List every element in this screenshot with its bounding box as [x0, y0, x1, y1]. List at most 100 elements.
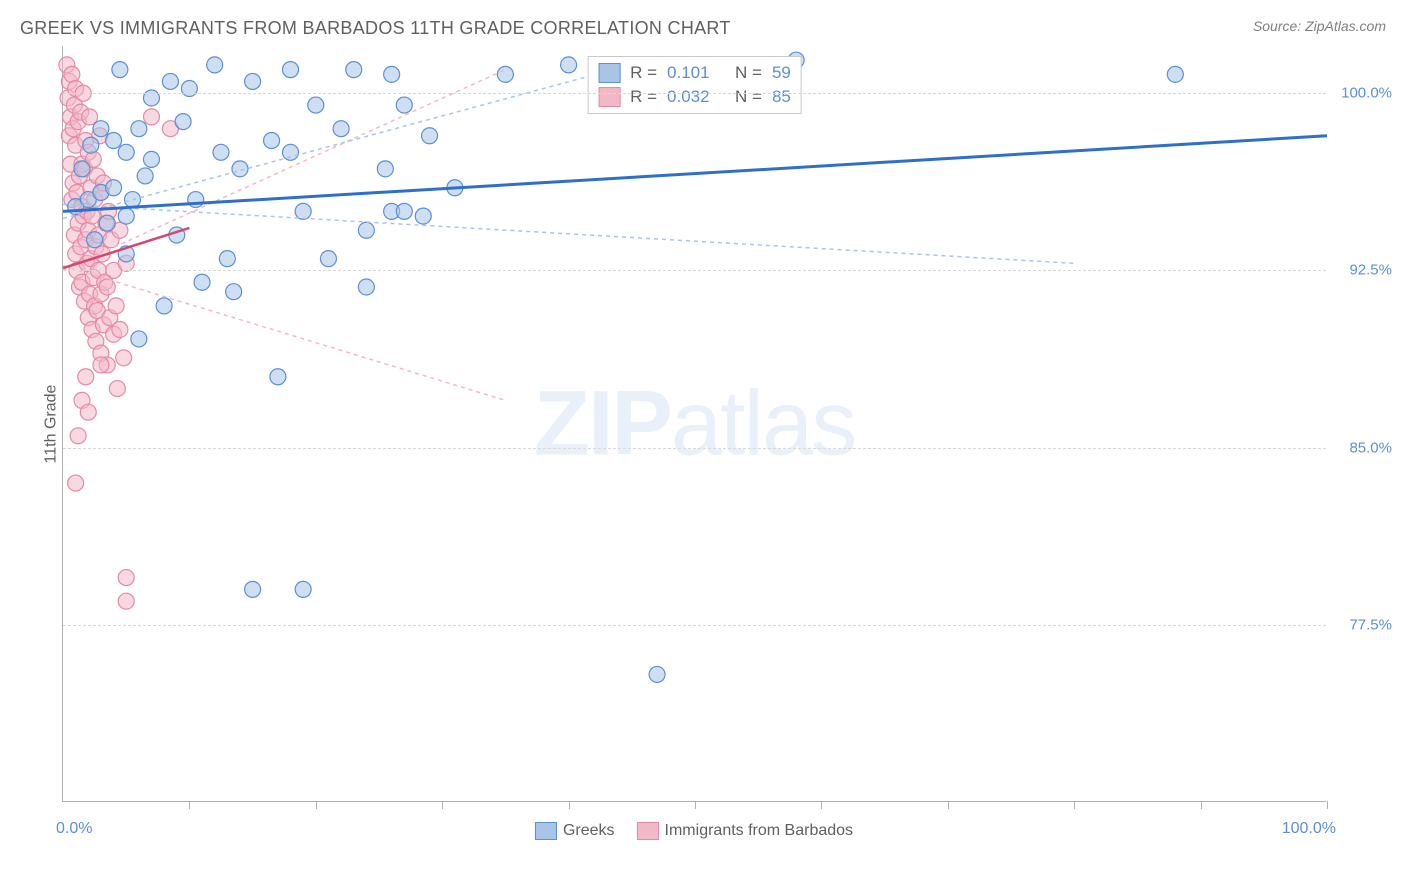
data-point: [68, 475, 84, 491]
data-point: [497, 66, 513, 82]
data-point: [131, 331, 147, 347]
data-point: [384, 66, 400, 82]
data-point: [219, 251, 235, 267]
data-point: [422, 128, 438, 144]
stats-row: R = 0.101 N = 59: [598, 61, 791, 85]
ci-line: [63, 204, 1074, 263]
r-value: 0.032: [667, 87, 719, 107]
ci-line: [63, 70, 505, 271]
plot-area: ZIPatlas R =0.101N =59R =0.032N =85 77.5…: [62, 46, 1326, 802]
data-point: [175, 114, 191, 130]
data-point: [143, 151, 159, 167]
legend-swatch-icon: [598, 87, 620, 107]
data-point: [245, 581, 261, 597]
data-point: [93, 357, 109, 373]
x-tick: [1074, 801, 1075, 809]
x-tick: [442, 801, 443, 809]
data-point: [118, 208, 134, 224]
legend-swatch-icon: [598, 63, 620, 83]
data-point: [78, 369, 94, 385]
trend-line: [63, 136, 1327, 212]
data-point: [87, 232, 103, 248]
n-value: 85: [772, 87, 791, 107]
x-tick: [821, 801, 822, 809]
data-point: [333, 121, 349, 137]
data-point: [283, 62, 299, 78]
data-point: [156, 298, 172, 314]
data-point: [358, 279, 374, 295]
data-point: [162, 73, 178, 89]
data-point: [99, 279, 115, 295]
stats-legend: R = 0.101 N = 59 R = 0.032 N = 85: [587, 56, 802, 114]
data-point: [109, 381, 125, 397]
n-label: N =: [735, 63, 762, 83]
x-tick: [569, 801, 570, 809]
data-point: [346, 62, 362, 78]
data-point: [99, 215, 115, 231]
data-point: [131, 121, 147, 137]
legend-swatch-icon: [637, 822, 659, 840]
legend-item: Immigrants from Barbados: [637, 822, 854, 840]
gridline: [63, 625, 1326, 626]
data-point: [320, 251, 336, 267]
legend-swatch-icon: [535, 822, 557, 840]
data-point: [308, 97, 324, 113]
gridline: [63, 93, 1326, 94]
data-point: [377, 161, 393, 177]
y-tick-label: 85.0%: [1349, 439, 1392, 456]
r-value: 0.101: [667, 63, 719, 83]
data-point: [112, 62, 128, 78]
data-point: [118, 593, 134, 609]
data-point: [116, 350, 132, 366]
data-point: [64, 66, 80, 82]
data-point: [207, 57, 223, 73]
x-tick: [948, 801, 949, 809]
x-tick: [695, 801, 696, 809]
y-tick-label: 92.5%: [1349, 262, 1392, 279]
data-point: [80, 404, 96, 420]
x-tick: [1327, 801, 1328, 809]
data-point: [93, 121, 109, 137]
n-label: N =: [735, 87, 762, 107]
series-legend: Greeks Immigrants from Barbados: [535, 822, 853, 840]
data-point: [561, 57, 577, 73]
source-label: Source: ZipAtlas.com: [1253, 18, 1386, 34]
data-point: [213, 144, 229, 160]
data-point: [283, 144, 299, 160]
data-point: [295, 581, 311, 597]
data-point: [226, 284, 242, 300]
x-tick: [189, 801, 190, 809]
n-value: 59: [772, 63, 791, 83]
data-point: [270, 369, 286, 385]
data-point: [295, 203, 311, 219]
data-point: [264, 133, 280, 149]
r-label: R =: [630, 87, 657, 107]
stats-row: R = 0.032 N = 85: [598, 85, 791, 109]
y-axis-title: 11th Grade: [42, 385, 60, 464]
legend-label: Immigrants from Barbados: [665, 822, 854, 840]
x-axis-max-label: 100.0%: [1282, 820, 1336, 838]
y-tick-label: 77.5%: [1349, 616, 1392, 633]
data-point: [415, 208, 431, 224]
data-point: [232, 161, 248, 177]
data-point: [112, 322, 128, 338]
data-point: [396, 97, 412, 113]
data-point: [649, 666, 665, 682]
data-point: [118, 144, 134, 160]
data-point: [396, 203, 412, 219]
data-point: [245, 73, 261, 89]
data-point: [106, 180, 122, 196]
data-point: [118, 570, 134, 586]
legend-item: Greeks: [535, 822, 615, 840]
r-label: R =: [630, 63, 657, 83]
gridline: [63, 270, 1326, 271]
data-point: [106, 133, 122, 149]
svg-canvas: [63, 46, 1326, 801]
plot-frame: ZIPatlas R =0.101N =59R =0.032N =85 77.5…: [62, 46, 1326, 802]
chart-title: GREEK VS IMMIGRANTS FROM BARBADOS 11TH G…: [20, 18, 731, 39]
data-point: [143, 109, 159, 125]
data-point: [108, 298, 124, 314]
data-point: [70, 428, 86, 444]
data-point: [358, 222, 374, 238]
y-tick-label: 100.0%: [1341, 85, 1392, 102]
